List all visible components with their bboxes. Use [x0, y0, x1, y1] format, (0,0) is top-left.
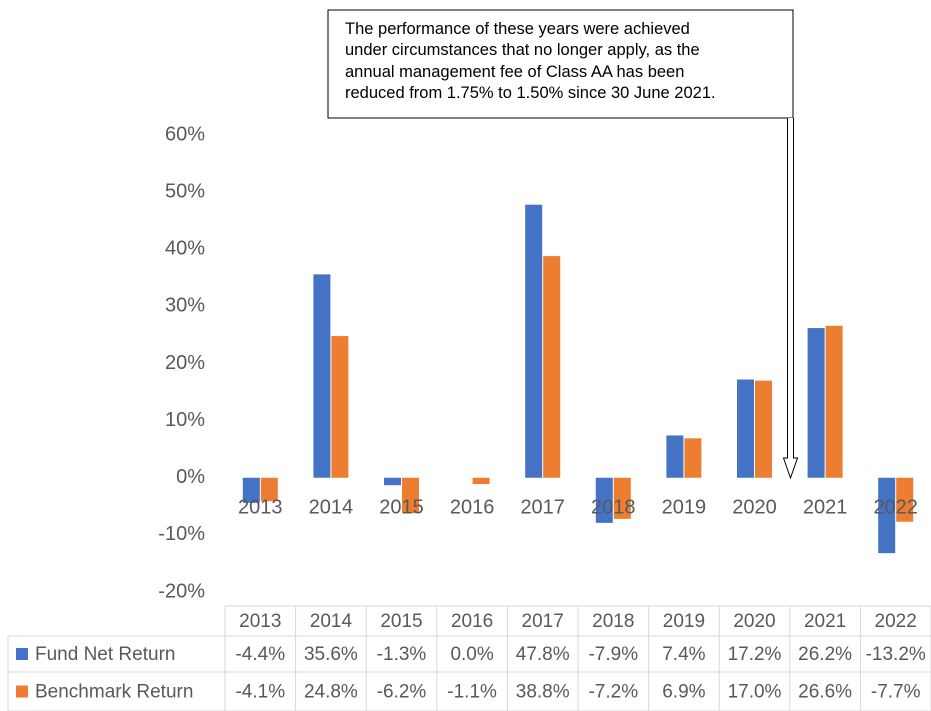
- annotation-box: [327, 9, 794, 119]
- table-value: 24.8%: [304, 682, 358, 703]
- bar: [472, 477, 490, 485]
- table-header: 2013: [239, 611, 281, 632]
- bar: [878, 477, 896, 554]
- legend-swatch: [16, 685, 28, 698]
- y-tick-label: 30%: [165, 295, 205, 317]
- y-tick-label: 50%: [165, 180, 205, 202]
- bar: [595, 477, 613, 523]
- table-value: 17.2%: [728, 644, 782, 665]
- bar: [543, 256, 561, 478]
- table-value: -6.2%: [377, 682, 427, 703]
- legend-label: Fund Net Return: [35, 644, 175, 665]
- table-value: 17.0%: [728, 682, 782, 703]
- y-tick-label: 0%: [176, 466, 205, 488]
- annotation-line: The performance of these years were achi…: [345, 20, 690, 38]
- bar: [613, 477, 631, 519]
- table-header: 2021: [804, 611, 846, 632]
- table-value: -7.9%: [588, 644, 638, 665]
- bar: [313, 274, 331, 478]
- x-tick-label: 2016: [450, 496, 495, 518]
- bar: [331, 336, 349, 478]
- table-value: 0.0%: [450, 644, 493, 665]
- table-value: -4.4%: [235, 644, 285, 665]
- table-value: -1.3%: [377, 644, 427, 665]
- x-tick-label: 2013: [238, 496, 283, 518]
- y-tick-label: 40%: [165, 238, 205, 260]
- table-header: 2015: [380, 611, 422, 632]
- table-header: 2016: [451, 611, 493, 632]
- table-header: 2020: [733, 611, 775, 632]
- bar: [525, 204, 543, 478]
- bar: [825, 325, 843, 478]
- table-value: -7.2%: [588, 682, 638, 703]
- bar: [807, 328, 825, 478]
- annotation-line: under circumstances that no longer apply…: [345, 41, 700, 59]
- bar: [896, 477, 914, 522]
- table-value: 26.6%: [798, 682, 852, 703]
- x-tick-label: 2018: [591, 496, 636, 518]
- x-tick-label: 2015: [379, 496, 424, 518]
- bar: [666, 435, 684, 478]
- table-value: 35.6%: [304, 644, 358, 665]
- annotation-line: reduced from 1.75% to 1.50% since 30 Jun…: [345, 84, 716, 102]
- bar: [684, 438, 702, 478]
- x-tick-label: 2022: [873, 496, 918, 518]
- table-value: 6.9%: [662, 682, 705, 703]
- bar: [384, 477, 401, 486]
- bar: [402, 477, 419, 514]
- table-value: 47.8%: [516, 644, 570, 665]
- table-header: 2014: [310, 611, 353, 632]
- table-header: 2017: [522, 611, 564, 632]
- table-value: 26.2%: [798, 644, 852, 665]
- table-value: -7.7%: [871, 682, 921, 703]
- y-tick-label: 10%: [165, 409, 205, 431]
- y-tick-label: -20%: [158, 580, 205, 602]
- legend-label: Benchmark Return: [35, 682, 193, 703]
- y-tick-label: -10%: [158, 523, 205, 545]
- table-value: -4.1%: [235, 682, 285, 703]
- x-tick-label: 2014: [309, 496, 354, 518]
- table-value: 7.4%: [662, 644, 705, 665]
- annotation-arrow: [782, 118, 799, 480]
- table-value: -13.2%: [866, 644, 926, 665]
- legend-swatch: [16, 648, 28, 660]
- y-tick-label: 20%: [165, 352, 205, 374]
- table-header: 2018: [592, 611, 634, 632]
- bar: [242, 477, 260, 503]
- table-value: 38.8%: [516, 682, 570, 703]
- x-tick-label: 2021: [803, 496, 848, 518]
- table-value: -1.1%: [447, 682, 497, 703]
- bar: [260, 477, 278, 502]
- x-tick-label: 2020: [732, 496, 777, 518]
- x-tick-label: 2017: [520, 496, 565, 518]
- x-tick-label: 2019: [662, 496, 707, 518]
- bar: [737, 379, 754, 478]
- annotation-line: annual management fee of Class AA has be…: [345, 63, 684, 81]
- table-header: 2022: [875, 611, 917, 632]
- table-header: 2019: [663, 611, 705, 632]
- bar: [755, 380, 772, 478]
- y-tick-label: 60%: [165, 123, 205, 145]
